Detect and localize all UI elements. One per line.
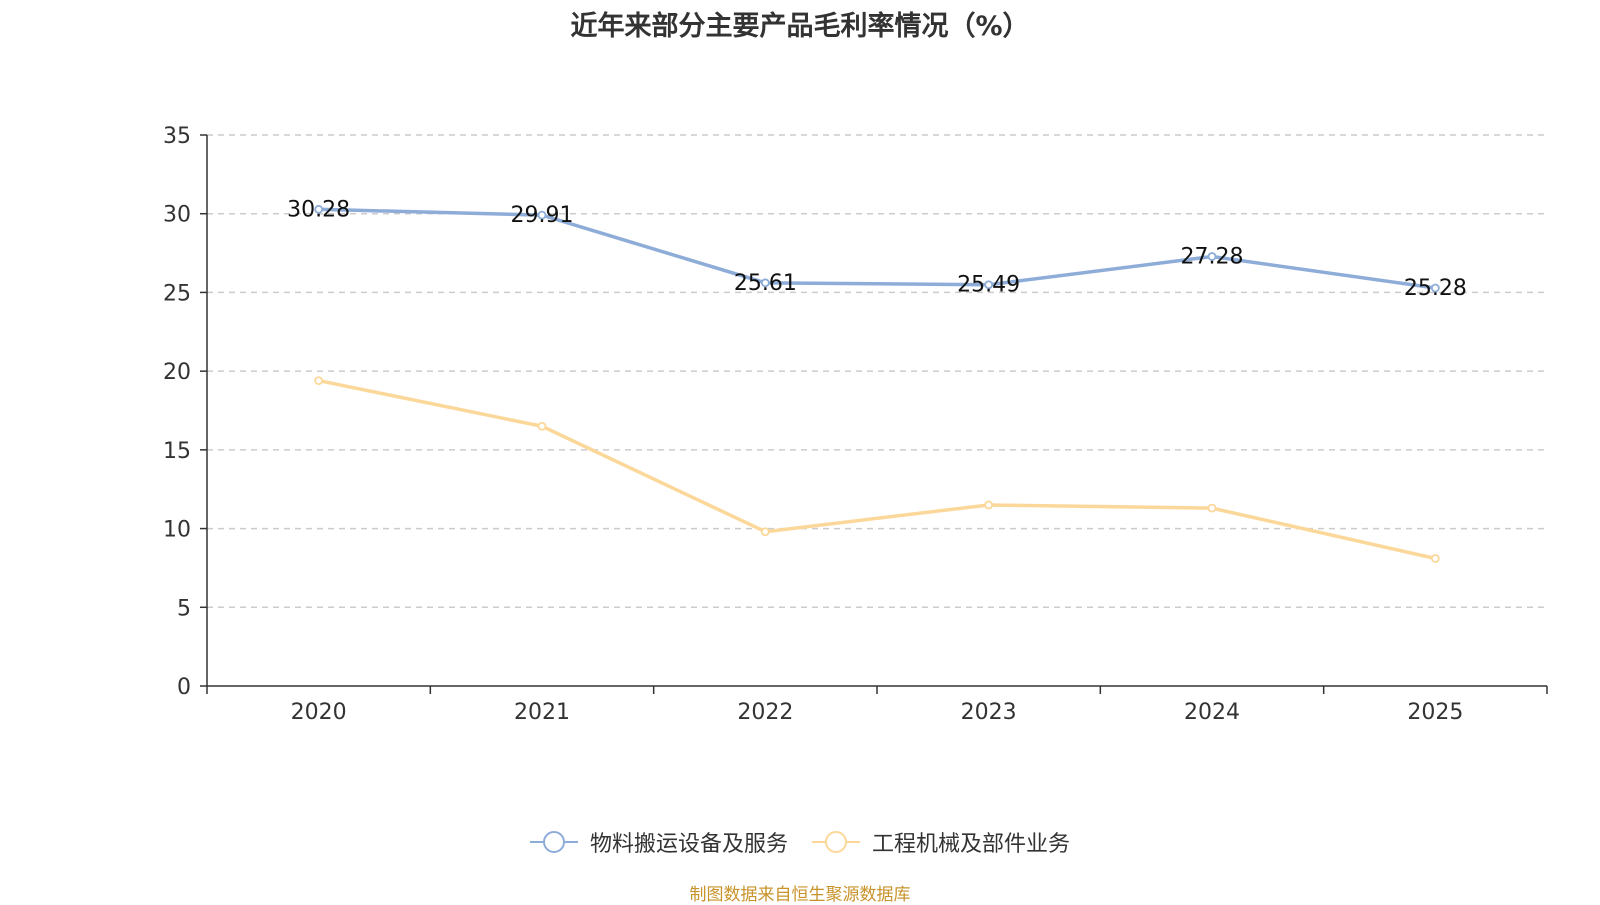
source-note: 制图数据来自恒生聚源数据库	[689, 885, 911, 905]
data-point	[537, 210, 547, 220]
legend-item-series-1[interactable]: 物料搬运设备及服务	[529, 826, 788, 858]
legend-label: 工程机械及部件业务	[872, 832, 1071, 857]
data-point	[1207, 252, 1217, 261]
data-label: 25.49	[957, 273, 1020, 298]
data-label: 30.28	[287, 197, 350, 222]
grid-lines	[207, 134, 1547, 609]
x-tick-label: 2025	[1407, 700, 1463, 725]
data-point	[1207, 503, 1217, 513]
y-tick-label: 10	[163, 518, 191, 543]
x-tick-label: 2020	[291, 700, 347, 725]
data-point	[760, 527, 770, 537]
data-point	[760, 278, 770, 288]
legend-label: 物料搬运设备及服务	[589, 832, 788, 857]
series-line-2	[318, 378, 1436, 561]
data-label: 25.61	[734, 271, 797, 296]
x-tick-label: 2023	[961, 700, 1017, 725]
x-tick-label: 2021	[514, 700, 570, 725]
data-label: 27.28	[1181, 245, 1244, 270]
data-point	[537, 421, 547, 431]
data-point	[314, 376, 324, 385]
x-tick-label: 2022	[737, 700, 793, 725]
series-layer: 30.28 29.91 25.61 25.49 27.28 25.28	[287, 197, 1467, 563]
legend-marker-icon	[529, 830, 578, 854]
y-tick-label: 20	[163, 360, 191, 385]
y-tick-label: 15	[163, 439, 191, 464]
data-point	[1430, 554, 1440, 563]
y-tick-label: 30	[163, 203, 191, 228]
data-label: 29.91	[511, 203, 574, 228]
data-point	[984, 500, 994, 510]
data-label: 25.28	[1404, 276, 1467, 301]
data-point	[314, 204, 324, 214]
y-tick-label: 35	[163, 124, 191, 149]
series-line-1	[318, 207, 1436, 290]
y-tick-label: 0	[177, 675, 191, 700]
y-tick-label: 5	[177, 596, 191, 621]
data-point	[984, 280, 994, 290]
legend-item-series-2[interactable]: 工程机械及部件业务	[812, 826, 1070, 858]
data-point	[1430, 283, 1440, 293]
legend: 物料搬运设备及服务 工程机械及部件业务	[0, 826, 1600, 858]
chart-title: 近年来部分主要产品毛利率情况（%）	[570, 11, 1030, 42]
y-tick-label: 25	[163, 281, 191, 306]
x-tick-label: 2024	[1184, 700, 1240, 725]
legend-marker-icon	[812, 830, 860, 854]
